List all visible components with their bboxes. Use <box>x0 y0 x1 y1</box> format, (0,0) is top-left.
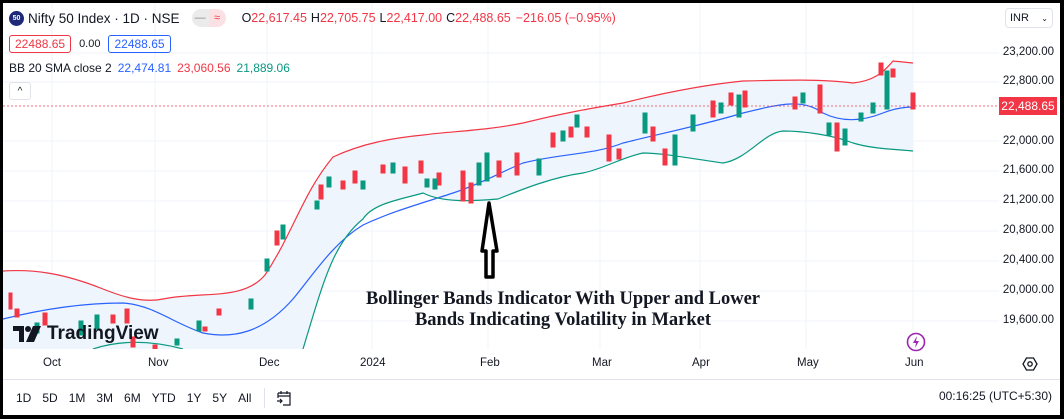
price-axis[interactable]: INR ⌄ 23,200.00 22,800.00 22,488.65 22,0… <box>999 3 1060 349</box>
change-value: −216.05 (−0.95%) <box>515 11 616 25</box>
time-label: May <box>797 357 819 369</box>
bottom-toolbar: 1D 5D 1M 3M 6M YTD 1Y 5Y All 00:16:25 (U… <box>3 379 1060 415</box>
minus-icon: — <box>191 9 209 27</box>
price-tick: 23,200.00 <box>1002 46 1054 58</box>
time-label: Dec <box>259 357 280 369</box>
time-label: Apr <box>692 357 710 369</box>
spread-value: 0.00 <box>79 38 101 50</box>
indicator-row[interactable]: BB 20 SMA close 2 22,474.81 23,060.56 21… <box>9 57 616 79</box>
open-label: O <box>241 11 252 25</box>
price-tick: 20,000.00 <box>1002 284 1054 296</box>
trade-row: 22488.65 0.00 22488.65 <box>9 33 616 55</box>
price-tick: 20,400.00 <box>1002 254 1054 266</box>
settings-icon[interactable] <box>1022 356 1038 372</box>
annotation-arrow-icon <box>480 201 499 279</box>
timeframe-1m[interactable]: 1M <box>68 391 86 405</box>
chevron-up-icon: ^ <box>17 85 23 97</box>
price-tick: 22,800.00 <box>1002 75 1054 87</box>
lightning-icon[interactable] <box>906 332 926 352</box>
timeframe-5d[interactable]: 5D <box>42 391 58 405</box>
currency-select[interactable]: INR ⌄ <box>1005 8 1053 28</box>
low-label: L <box>379 11 387 25</box>
close-label: C <box>446 11 456 25</box>
time-label: Oct <box>43 357 61 369</box>
timeframe-buttons: 1D 5D 1M 3M 6M YTD 1Y 5Y All <box>16 388 293 408</box>
go-to-date-icon[interactable] <box>275 389 293 407</box>
indicator-label: BB 20 SMA close 2 <box>9 61 112 75</box>
annotation-caption: Bollinger Bands Indicator With Upper and… <box>323 289 803 331</box>
chart-legend: 50 Nifty 50 Index · 1D · NSE — ≈ O 22,617… <box>9 7 616 100</box>
timeframe-3m[interactable]: 3M <box>96 391 114 405</box>
approx-icon: ≈ <box>208 9 226 27</box>
timeframe-1y[interactable]: 1Y <box>186 391 202 405</box>
bb-basis-value: 22,474.81 <box>117 61 172 75</box>
symbol-title[interactable]: Nifty 50 Index · 1D · NSE <box>28 10 180 26</box>
high-value: 22,705.75 <box>319 11 376 25</box>
timeframe-5y[interactable]: 5Y <box>212 391 228 405</box>
chevron-down-icon: ⌄ <box>1041 13 1048 23</box>
price-tick: 21,200.00 <box>1002 194 1054 206</box>
time-label: 2024 <box>360 357 386 369</box>
tradingview-logo[interactable]: TradingView <box>13 323 159 345</box>
annotation-line-1: Bollinger Bands Indicator With Upper and… <box>365 289 761 309</box>
symbol-logo-icon: 50 <box>9 10 24 26</box>
toolbar-divider <box>264 388 266 408</box>
time-label: Feb <box>480 357 500 369</box>
timeframe-all[interactable]: All <box>238 391 252 405</box>
bb-upper-value: 23,060.56 <box>177 61 231 75</box>
buy-button[interactable]: 22488.65 <box>108 35 171 53</box>
time-label: Mar <box>592 357 612 369</box>
market-status-toggle[interactable]: — ≈ <box>191 9 226 27</box>
time-label: Nov <box>148 357 169 369</box>
currency-label: INR <box>1010 12 1029 24</box>
price-tick: 19,600.00 <box>1002 314 1054 326</box>
price-chart <box>3 3 999 349</box>
collapse-legend-button[interactable]: ^ <box>9 82 31 100</box>
chart-pane[interactable]: 50 Nifty 50 Index · 1D · NSE — ≈ O 22,617… <box>3 3 999 352</box>
high-label: H <box>310 11 320 25</box>
open-value: 22,617.45 <box>251 11 307 25</box>
price-tick: 22,000.00 <box>1002 135 1054 147</box>
tradingview-logo-text: TradingView <box>47 323 159 344</box>
timeframe-1d[interactable]: 1D <box>16 391 32 405</box>
time-label: Jun <box>905 357 924 369</box>
close-value: 22,488.65 <box>455 11 511 25</box>
tradingview-mark-icon <box>13 326 41 342</box>
symbol-row: 50 Nifty 50 Index · 1D · NSE — ≈ O 22,617… <box>9 7 616 29</box>
bb-lower-value: 21,889.06 <box>236 61 290 75</box>
tradingview-chart-window: 50 Nifty 50 Index · 1D · NSE — ≈ O 22,617… <box>3 3 1060 415</box>
timeframe-6m[interactable]: 6M <box>124 391 141 405</box>
price-tick: 21,600.00 <box>1002 164 1054 176</box>
current-price-tag: 22,488.65 <box>999 97 1057 115</box>
time-axis[interactable]: Oct Nov Dec 2024 Feb Mar Apr May Jun <box>3 349 1060 380</box>
annotation-line-2: Bands Indicating Volatility in Market <box>414 310 712 330</box>
sell-button[interactable]: 22488.65 <box>9 35 72 53</box>
timeframe-ytd[interactable]: YTD <box>151 391 176 405</box>
price-tick: 20,800.00 <box>1002 224 1054 236</box>
clock-display[interactable]: 00:16:25 (UTC+5:30) <box>938 389 1052 403</box>
low-value: 22,417.00 <box>386 11 443 25</box>
